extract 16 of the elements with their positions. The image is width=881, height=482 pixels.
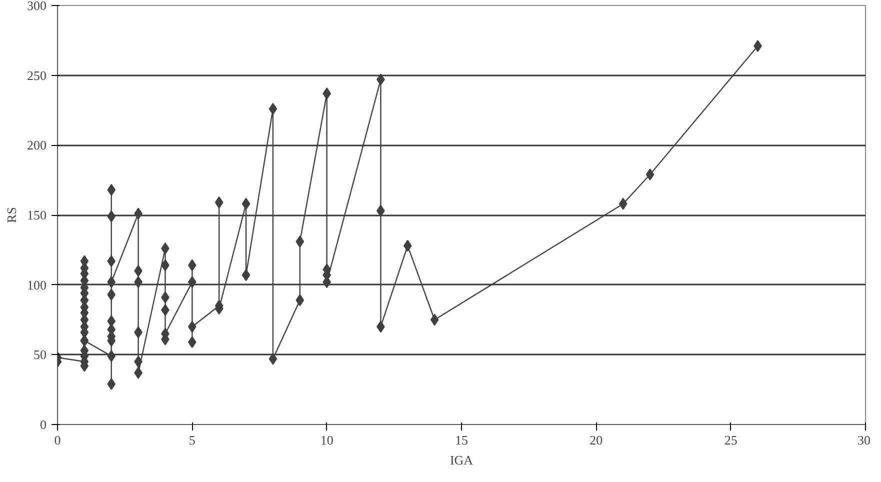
x-tick-label: 0: [54, 432, 61, 448]
x-tick-label: 30: [858, 432, 870, 448]
x-axis-title: IGA: [450, 452, 474, 468]
x-tick-label: 25: [724, 432, 738, 448]
y-tick-label: 200: [27, 138, 46, 153]
x-tick-label: 20: [590, 432, 603, 448]
y-tick-label: 100: [27, 277, 46, 292]
x-tick-label: 15: [455, 432, 468, 448]
y-tick-label: 300: [27, 0, 46, 13]
y-tick-label: 150: [27, 208, 46, 222]
x-tick-label: 10: [320, 432, 334, 448]
y-tick-label: 50: [34, 347, 46, 362]
y-tick-label: 0: [40, 417, 46, 432]
x-tick-label: 5: [188, 432, 196, 448]
y-axis-title: RS: [4, 207, 19, 223]
y-tick-label: 250: [27, 68, 46, 83]
